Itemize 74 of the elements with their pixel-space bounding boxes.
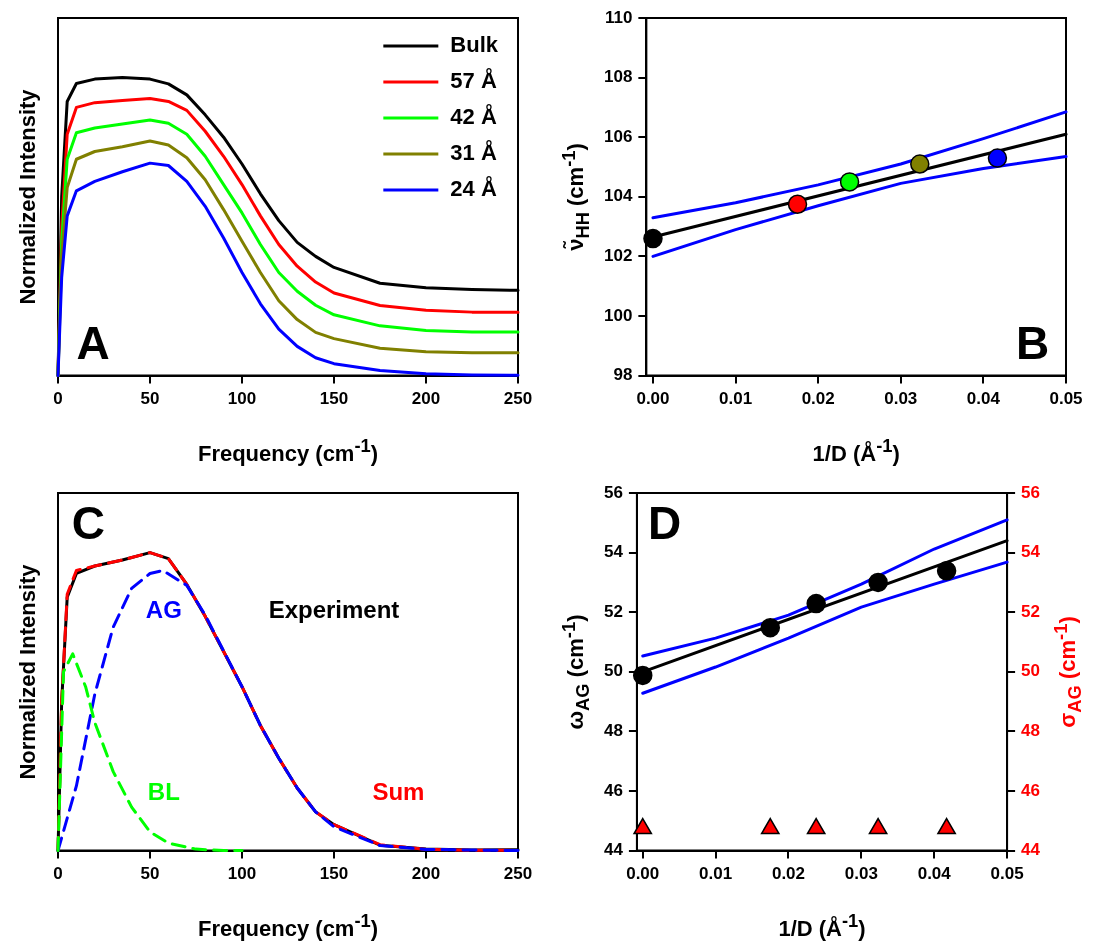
point — [987, 148, 1008, 168]
x-axis-title: 1/D (Å$^{-1}$) — [812, 434, 900, 467]
point — [760, 617, 781, 638]
y2-tick-label: 46 — [1021, 780, 1041, 800]
x-tick-label: 100 — [227, 864, 257, 884]
legend-label: 31 Å — [450, 139, 497, 166]
point — [643, 228, 663, 249]
x-tick-label: 0 — [53, 864, 63, 884]
y-axis-title: Normalized Intensity — [15, 564, 41, 780]
x-tick-label: 50 — [140, 864, 160, 884]
point — [806, 593, 826, 614]
y2-tick-label: 48 — [1021, 721, 1041, 741]
y2-tick-label: 50 — [1021, 661, 1041, 681]
x-tick-label: 0.05 — [990, 864, 1024, 884]
x-tick-label: 0 — [53, 389, 63, 409]
y-tick-label: 50 — [603, 661, 623, 681]
y-tick-label: 56 — [603, 482, 623, 502]
x-tick-label: 0.03 — [884, 389, 918, 409]
x-tick-label: 0.05 — [1049, 389, 1083, 409]
series-label: BL — [147, 778, 180, 806]
x-tick-label: 0.00 — [636, 389, 670, 409]
annotation: D — [648, 497, 682, 550]
x-axis-title: 1/D (Å$^{-1}$) — [778, 909, 866, 942]
point — [910, 154, 930, 174]
y-tick-label: 48 — [603, 721, 623, 741]
x-axis-title: Frequency (cm$^{-1}$) — [197, 909, 379, 942]
point — [787, 194, 808, 214]
x-tick-label: 0.03 — [844, 864, 878, 884]
text: C — [71, 497, 106, 550]
y2-tick-label: 56 — [1021, 482, 1041, 502]
point — [868, 572, 888, 593]
legend-label: 57 Å — [450, 67, 497, 94]
y-tick-label: 100 — [603, 305, 633, 325]
y-tick-label: 98 — [613, 365, 633, 385]
legend-label: 42 Å — [450, 103, 497, 130]
x-tick-label: 200 — [411, 389, 441, 409]
y-tick-label: 52 — [603, 601, 623, 621]
x-tick-label: 0.04 — [917, 864, 952, 884]
x-tick-label: 0.01 — [699, 864, 733, 884]
point — [839, 172, 860, 192]
y-tick-label: 106 — [603, 126, 633, 146]
y-tick-label: 44 — [603, 840, 624, 860]
point — [936, 561, 957, 581]
y2-tick-label: 44 — [1021, 840, 1041, 860]
x-axis-title: Frequency (cm$^{-1}$) — [197, 434, 379, 467]
x-tick-label: 250 — [503, 389, 533, 409]
y-tick-label: 54 — [603, 542, 624, 562]
x-tick-label: 0.04 — [966, 389, 1001, 409]
y-axis-title: Normalized Intensity — [15, 89, 41, 305]
legend-label: 24 Å — [450, 175, 497, 202]
x-tick-label: 0.00 — [626, 864, 660, 884]
x-tick-label: 0.02 — [771, 864, 806, 884]
x-tick-label: 50 — [140, 389, 160, 409]
annotation: A — [76, 316, 110, 369]
y-tick-label: 46 — [603, 780, 623, 800]
x-tick-label: 150 — [319, 389, 349, 409]
y-tick-label: 108 — [603, 67, 633, 87]
y-tick-label: 110 — [604, 7, 633, 27]
x-tick-label: 0.01 — [719, 389, 753, 409]
y-tick-label: 102 — [603, 246, 633, 266]
x-tick-label: 250 — [503, 864, 533, 884]
x-tick-label: 150 — [319, 864, 349, 884]
legend-label: Bulk — [450, 32, 499, 58]
point — [632, 665, 653, 686]
y2-tick-label: 54 — [1021, 542, 1041, 562]
series-label: Sum — [372, 778, 425, 806]
x-tick-label: 100 — [227, 389, 257, 409]
annotation: B — [1015, 316, 1050, 369]
x-tick-label: 200 — [411, 864, 441, 884]
x-tick-label: 0.02 — [801, 389, 835, 409]
y2-tick-label: 52 — [1021, 601, 1041, 621]
text: Experiment — [268, 595, 400, 623]
y-tick-label: 104 — [603, 186, 633, 206]
series-label: AG — [145, 595, 182, 623]
